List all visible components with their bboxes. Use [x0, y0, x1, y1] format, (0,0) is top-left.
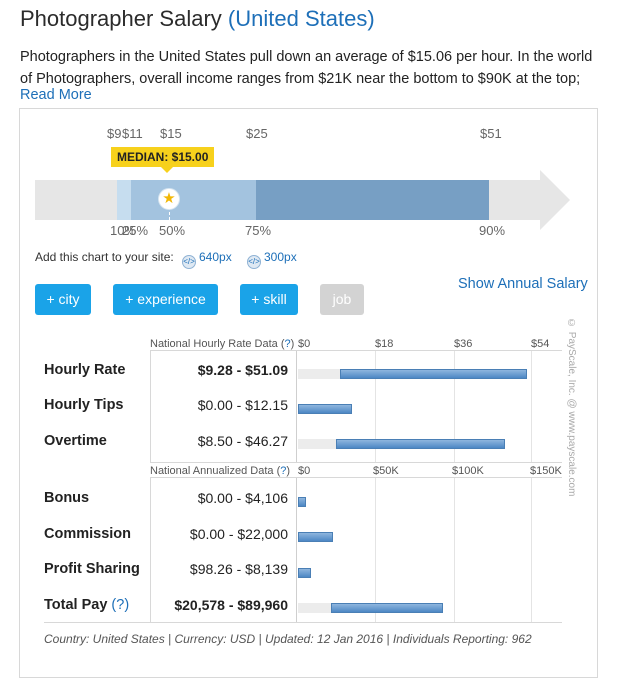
embed-label: Add this chart to your site: [35, 250, 174, 264]
pct-label-10: 10% [110, 223, 137, 238]
bar-total-pay [331, 603, 444, 613]
hourly-tick-0: $0 [298, 338, 311, 350]
annual-header-line [150, 477, 562, 478]
track-hourly-rate [298, 369, 342, 379]
embed-640-label: 640px [199, 250, 232, 264]
row-value-total-pay: $20,578 - $89,960 [174, 597, 288, 613]
annual-header-text: National Annualized Data ( [150, 465, 281, 477]
annual-divider [296, 477, 297, 622]
payscale-watermark: © PayScale, Inc. @ www.payscale.com [566, 318, 577, 497]
pct-value-25: $11 [122, 126, 143, 141]
row-value-hourly-tips: $0.00 - $12.15 [197, 397, 288, 413]
hourly-header-text: National Hourly Rate Data ( [150, 338, 285, 350]
track-total-pay [298, 603, 334, 613]
row-value-bonus: $0.00 - $4,106 [197, 490, 288, 506]
track-overtime [298, 439, 339, 449]
annual-grid-1 [375, 477, 376, 622]
add-city-button[interactable]: + city [35, 284, 91, 315]
footer-meta: Country: United States | Currency: USD |… [44, 632, 532, 646]
page-title-location[interactable]: (United States) [227, 6, 375, 31]
add-skill-button[interactable]: + skill [240, 284, 298, 315]
row-label-total-pay: Total Pay (?) [44, 597, 129, 613]
annual-section-header: National Annualized Data (?) [150, 465, 290, 477]
median-line [169, 202, 170, 220]
embed-300-link[interactable]: </> 300px [247, 250, 297, 269]
row-label-bonus: Bonus [44, 490, 90, 506]
annual-top-line [150, 462, 562, 463]
hourly-section-header: National Hourly Rate Data (?) [150, 338, 294, 350]
add-experience-button[interactable]: + experience [113, 284, 218, 315]
pct-value-75: $25 [246, 126, 268, 141]
embed-code-icon: </> [182, 255, 196, 269]
hourly-left-line [150, 350, 151, 462]
row-label-hourly-rate: Hourly Rate [44, 362, 126, 378]
bar-commission [298, 532, 334, 542]
bar-bonus [298, 497, 306, 507]
bar-profit-sharing [298, 568, 312, 578]
annual-header-end: ) [286, 465, 291, 477]
salary-card [19, 108, 598, 678]
hourly-tick-1: $18 [375, 338, 394, 350]
pct-label-75: 75% [245, 223, 272, 238]
embed-300-label: 300px [264, 250, 297, 264]
annual-grid-2 [454, 477, 455, 622]
page-title-text: Photographer Salary [20, 6, 222, 31]
intro-line-2: of Photographers, overall income ranges … [20, 71, 581, 87]
hourly-tick-2: $36 [454, 338, 473, 350]
row-value-overtime: $8.50 - $46.27 [197, 433, 288, 449]
annual-tick-0: $0 [298, 465, 311, 477]
row-label-hourly-tips: Hourly Tips [44, 397, 124, 413]
pct-value-90: $51 [480, 126, 502, 141]
annual-help-link[interactable]: ? [280, 465, 287, 477]
row-value-hourly-rate: $9.28 - $51.09 [197, 362, 288, 378]
show-annual-salary-link[interactable]: Show Annual Salary [458, 276, 588, 292]
embed-code-icon: </> [247, 255, 261, 269]
row-value-profit-sharing: $98.26 - $8,139 [189, 561, 288, 577]
row-value-commission: $0.00 - $22,000 [189, 526, 288, 542]
pct-value-50: $15 [160, 126, 182, 141]
intro-line-1: Photographers in the United States pull … [20, 49, 593, 65]
band-75-90 [256, 180, 489, 220]
pct-label-50: 50% [159, 223, 186, 238]
bar-overtime [336, 439, 506, 449]
median-badge: MEDIAN: $15.00 [111, 147, 215, 173]
hourly-grid-2 [454, 350, 455, 462]
annual-left-line [150, 477, 151, 622]
annual-tick-3: $150K [530, 465, 562, 477]
annual-tick-1: $50K [373, 465, 399, 477]
pct-label-90: 90% [479, 223, 506, 238]
footer-line [44, 622, 562, 623]
pct-value-10: $9 [107, 126, 122, 141]
annual-tick-2: $100K [452, 465, 484, 477]
intro-text: Photographers in the United States pull … [20, 46, 612, 90]
hourly-divider [296, 350, 297, 462]
row-label-profit-sharing: Profit Sharing [44, 561, 140, 577]
read-more-link[interactable]: Read More [20, 87, 92, 103]
row-label-overtime: Overtime [44, 433, 107, 449]
bar-hourly-rate [339, 369, 527, 379]
pct-label-25: 25% [122, 223, 149, 238]
page-title: Photographer Salary (United States) [20, 6, 375, 32]
chart-track-arrowhead [540, 170, 570, 230]
hourly-tick-3: $54 [531, 338, 550, 350]
embed-640-link[interactable]: </> 640px [182, 250, 232, 269]
band-25-75 [131, 180, 256, 220]
hourly-grid-3 [531, 350, 532, 462]
median-star-icon: ★ [158, 188, 180, 210]
row-label-commission: Commission [44, 526, 132, 542]
bar-hourly-tips [298, 404, 353, 414]
annual-grid-3 [531, 477, 532, 622]
total-pay-help-link[interactable]: (?) [111, 597, 130, 613]
hourly-grid-1 [375, 350, 376, 462]
job-button: job [320, 284, 364, 315]
hourly-top-line [150, 350, 562, 351]
total-pay-text: Total Pay [44, 597, 108, 613]
hourly-header-end: ) [290, 338, 295, 350]
hourly-help-link[interactable]: ? [284, 338, 291, 350]
